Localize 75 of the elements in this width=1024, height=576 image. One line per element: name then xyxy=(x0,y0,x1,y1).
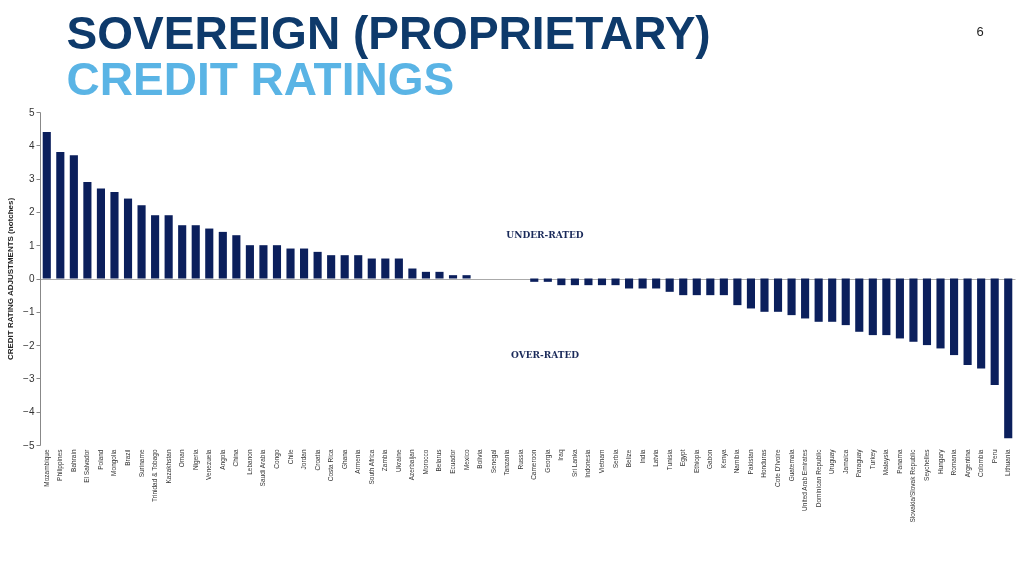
bar xyxy=(83,181,92,279)
bar xyxy=(435,271,444,279)
bar xyxy=(719,278,728,296)
bar xyxy=(828,278,837,322)
bar xyxy=(69,155,78,279)
bar xyxy=(746,278,755,309)
bar xyxy=(205,228,214,279)
bar xyxy=(665,278,674,292)
bar xyxy=(814,278,823,322)
bar xyxy=(232,235,241,279)
bar xyxy=(110,191,119,279)
annotation: OVER-RATED xyxy=(510,350,580,360)
y-tick-label: 0 xyxy=(28,273,35,284)
bar xyxy=(855,278,864,332)
bar xyxy=(259,245,268,279)
bar xyxy=(367,258,376,279)
y-tick-label: 5 xyxy=(28,106,35,118)
bar xyxy=(679,278,688,296)
y-tick-label: −2 xyxy=(23,339,35,351)
text: 6 xyxy=(976,24,984,39)
bar xyxy=(895,278,904,339)
y-tick-label: 4 xyxy=(28,139,35,151)
y-tick-label: −5 xyxy=(23,439,35,451)
bar xyxy=(272,245,282,279)
bar xyxy=(96,188,105,279)
bar xyxy=(191,225,200,279)
bar xyxy=(909,278,918,342)
bar xyxy=(151,215,160,279)
y-tick-label: −4 xyxy=(23,406,35,418)
bar xyxy=(611,278,620,286)
y-tick-label: 2 xyxy=(28,206,35,218)
bar xyxy=(245,245,254,279)
bar xyxy=(421,271,430,279)
bar xyxy=(990,278,999,386)
bar xyxy=(950,278,959,356)
bar xyxy=(584,278,593,286)
bar xyxy=(733,278,742,306)
bar xyxy=(164,215,173,279)
bar xyxy=(137,205,146,279)
bar xyxy=(448,275,458,279)
y-tick-label: 3 xyxy=(28,173,35,185)
y-axis-title: CREDIT RATING ADJUSTMENTS (notches) xyxy=(6,197,16,361)
bar xyxy=(42,131,51,279)
bar xyxy=(340,255,349,279)
bar xyxy=(56,151,65,279)
bar xyxy=(123,198,133,279)
bar xyxy=(394,258,403,279)
y-tick-label: 1 xyxy=(28,239,35,251)
bar xyxy=(178,225,187,279)
bar xyxy=(868,278,877,336)
bar xyxy=(936,278,945,349)
bar xyxy=(462,275,471,279)
bar xyxy=(773,278,783,312)
bar xyxy=(1004,278,1013,439)
bar xyxy=(922,278,932,346)
bar xyxy=(327,255,336,279)
bar xyxy=(354,255,363,279)
y-tick-label: −3 xyxy=(23,372,35,384)
annotation: UNDER-RATED xyxy=(506,230,584,240)
y-tick-label: −1 xyxy=(23,306,35,318)
bar xyxy=(963,278,972,366)
bar xyxy=(801,278,810,319)
bar xyxy=(706,278,715,296)
bar xyxy=(286,248,295,279)
bar xyxy=(977,278,986,369)
bar xyxy=(300,248,309,279)
bar xyxy=(408,268,417,279)
bar xyxy=(787,278,796,316)
bar xyxy=(760,278,769,312)
bar xyxy=(841,278,850,326)
bar xyxy=(381,258,390,279)
bar xyxy=(313,251,322,279)
bar xyxy=(692,278,701,296)
bar xyxy=(882,278,891,336)
bar xyxy=(218,231,227,279)
